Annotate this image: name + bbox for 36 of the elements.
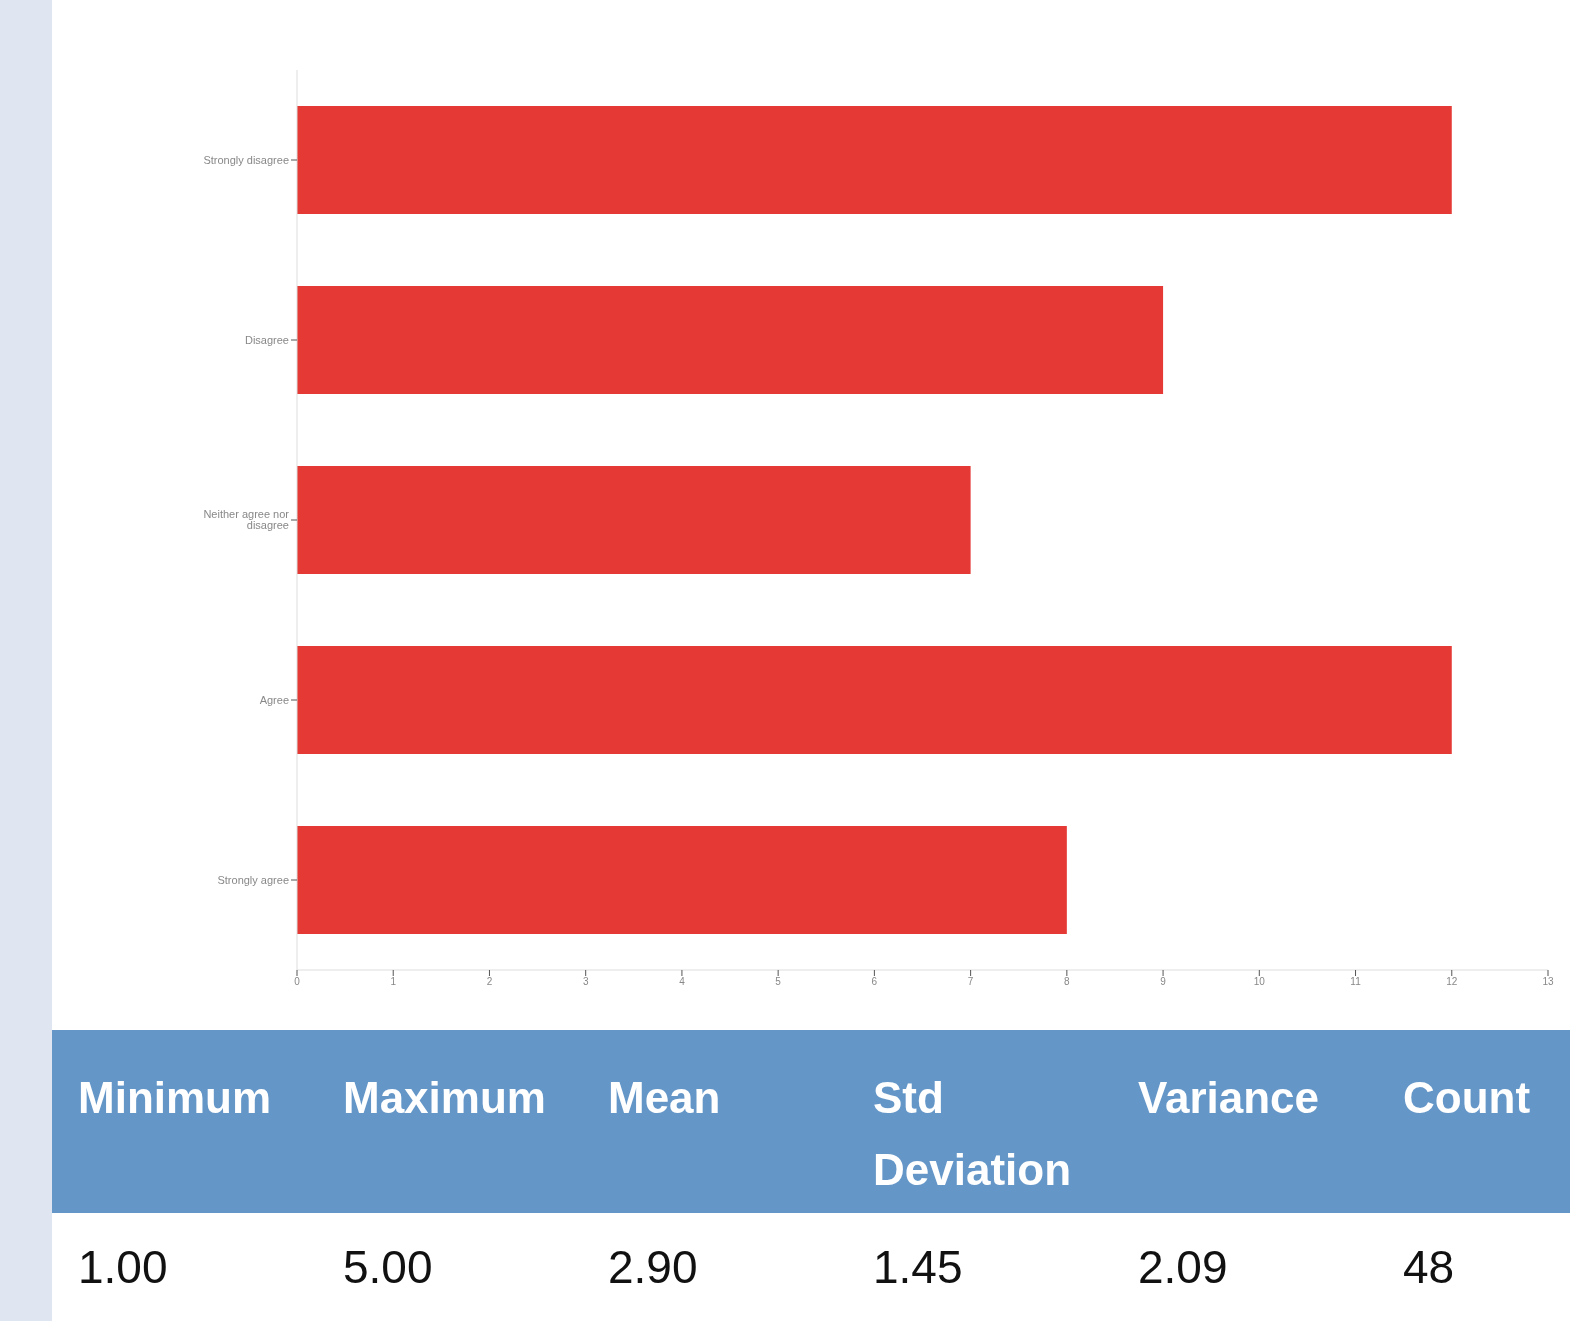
x-tick-label: 10 bbox=[1253, 976, 1266, 988]
text: 1.00 bbox=[78, 1240, 168, 1294]
bar bbox=[297, 106, 1452, 214]
y-tick-label: Agree bbox=[259, 693, 289, 706]
x-tick-label: 12 bbox=[1446, 976, 1458, 988]
text: 2.09 bbox=[1138, 1240, 1228, 1294]
x-tick-label: 13 bbox=[1542, 976, 1554, 988]
bar bbox=[297, 286, 1164, 394]
text: Maximum bbox=[343, 1072, 547, 1124]
text: Count bbox=[1403, 1072, 1532, 1124]
text: Minimum bbox=[78, 1072, 273, 1124]
x-tick-label: 7 bbox=[967, 976, 974, 988]
text: 5.00 bbox=[343, 1240, 433, 1294]
text: 48 bbox=[1403, 1240, 1455, 1294]
x-tick-label: 1 bbox=[390, 976, 397, 988]
text: 2.90 bbox=[608, 1240, 698, 1294]
x-tick-label: 4 bbox=[679, 976, 686, 988]
y-tick-label: Neither agree nor disagree bbox=[203, 508, 290, 532]
bar bbox=[297, 466, 971, 574]
x-tick-label: 3 bbox=[582, 976, 589, 988]
x-tick-label: 6 bbox=[871, 976, 878, 988]
x-tick-label: 11 bbox=[1350, 976, 1362, 988]
x-tick-label: 2 bbox=[486, 976, 493, 988]
x-tick-label: 8 bbox=[1064, 976, 1071, 988]
bar bbox=[297, 826, 1067, 934]
x-tick-label: 0 bbox=[294, 976, 301, 988]
x-tick-label: 5 bbox=[775, 976, 782, 988]
y-tick-label: Strongly disagree bbox=[203, 153, 289, 166]
text: 1.45 bbox=[873, 1240, 963, 1294]
x-tick-label: 9 bbox=[1160, 976, 1167, 988]
text: Mean bbox=[608, 1072, 722, 1124]
text: Variance bbox=[1138, 1072, 1321, 1124]
y-tick-label: Disagree bbox=[244, 333, 289, 346]
y-tick-label: Strongly agree bbox=[217, 873, 289, 886]
text: Std Deviation bbox=[873, 1072, 1073, 1196]
bar bbox=[297, 646, 1452, 754]
